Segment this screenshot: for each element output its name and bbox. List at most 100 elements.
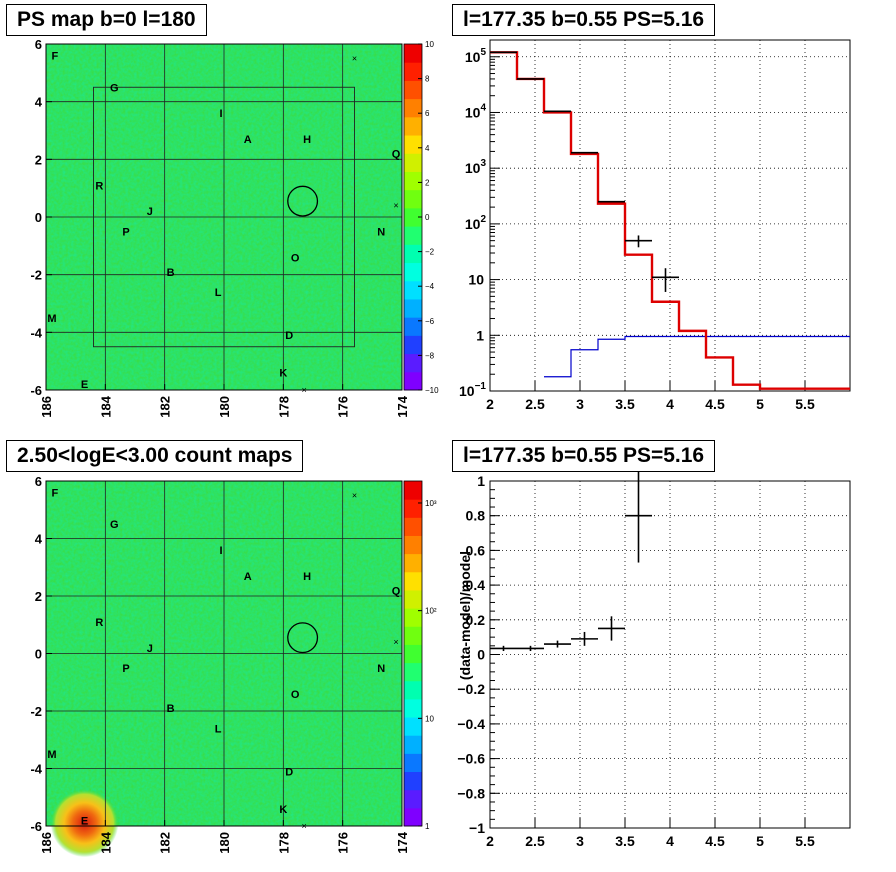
x-tick-label: 184 xyxy=(98,395,113,417)
y-tick-label: -2 xyxy=(30,704,42,719)
colorbar-tick-label: 0 xyxy=(425,213,430,222)
y-tick-label: 4 xyxy=(35,95,43,110)
x-tick-label: 176 xyxy=(336,396,351,418)
colorbar-tick-label: −10 xyxy=(425,386,439,395)
x-tick-label: 178 xyxy=(276,396,291,418)
source-label-J: J xyxy=(147,206,153,218)
source-label-Q: Q xyxy=(392,149,401,161)
y-tick-label: -2 xyxy=(30,268,42,283)
colorbar-segment xyxy=(404,207,422,227)
source-label-D: D xyxy=(285,766,293,778)
x-tick-label: 182 xyxy=(158,832,173,854)
colorbar-tick-label: 4 xyxy=(425,144,430,153)
source-label-Q: Q xyxy=(392,585,401,597)
x-tick-label: 2 xyxy=(486,396,494,412)
y-tick-label: −0.2 xyxy=(457,681,485,697)
x-tick-label: 5.5 xyxy=(795,833,815,849)
source-label-I: I xyxy=(220,545,223,557)
source-label-A: A xyxy=(244,571,252,583)
source-label-N: N xyxy=(377,663,385,675)
x-tick-label: 5 xyxy=(756,396,764,412)
colorbar-tick-label: 10 xyxy=(425,714,434,723)
source-label-L: L xyxy=(215,287,222,299)
colorbar-segment xyxy=(404,280,422,300)
y-tick-label: -4 xyxy=(30,325,42,340)
x-tick-label: 3 xyxy=(576,396,584,412)
colorbar-frame xyxy=(403,480,423,827)
colorbar-segment xyxy=(404,517,422,536)
x-tick-label: 4 xyxy=(666,833,674,849)
colorbar-tick-label: 8 xyxy=(425,75,430,84)
source-label-G: G xyxy=(110,82,119,94)
colorbar-segment xyxy=(404,644,422,664)
y-tick-label: 6 xyxy=(35,37,42,52)
source-label-N: N xyxy=(377,226,385,238)
x-tick-label: 180 xyxy=(217,832,232,854)
background-model-step xyxy=(544,335,850,378)
colorbar-segment xyxy=(404,608,422,627)
source-label-E: E xyxy=(81,815,88,827)
source-label-F: F xyxy=(52,51,59,63)
x-tick-label: 3 xyxy=(576,833,584,849)
colorbar-segment xyxy=(404,135,422,154)
source-label-M: M xyxy=(47,749,56,761)
total-model-step xyxy=(490,51,850,390)
colorbar-tick-label: −6 xyxy=(425,317,435,326)
y-tick-label: 102 xyxy=(465,214,487,232)
source-label-L: L xyxy=(215,723,222,735)
colorbar-segment xyxy=(404,735,422,754)
source-label-F: F xyxy=(52,488,59,500)
y-tick-label: 0 xyxy=(477,647,485,663)
source-label-H: H xyxy=(303,134,311,146)
colorbar-segment xyxy=(404,499,422,518)
colorbar-tick-label: −2 xyxy=(425,248,435,257)
y-tick-label: -6 xyxy=(30,819,42,834)
colorbar-segment xyxy=(404,171,422,191)
x-tick-label: 186 xyxy=(39,396,54,418)
source-label-J: J xyxy=(147,643,153,655)
roi-box xyxy=(93,86,355,348)
colorbar-segment xyxy=(404,353,422,373)
candidate-circle xyxy=(287,622,319,654)
cross-mark: × xyxy=(393,200,398,210)
source-label-B: B xyxy=(167,703,175,715)
y-tick-label: 10 xyxy=(468,272,484,288)
colorbar-segment xyxy=(404,317,422,336)
y-tick-label: 4 xyxy=(35,532,43,547)
source-label-R: R xyxy=(95,617,103,629)
colorbar-segment xyxy=(404,481,422,500)
y-tick-label: −0.6 xyxy=(457,751,485,767)
colorbar-segment xyxy=(404,335,422,355)
y-tick-label: 1 xyxy=(476,327,484,343)
y-tick-label: −0.4 xyxy=(457,716,485,732)
colorbar-segment xyxy=(404,116,422,136)
source-label-G: G xyxy=(110,519,119,531)
colorbar-segment xyxy=(404,262,422,282)
y-tick-label: −0.8 xyxy=(457,785,485,801)
x-tick-label: 178 xyxy=(276,832,291,854)
colorbar-tick-label: 6 xyxy=(425,109,430,118)
colorbar-segment xyxy=(404,680,422,700)
source-label-D: D xyxy=(285,330,293,342)
x-tick-label: 4.5 xyxy=(705,833,725,849)
colorbar-segment xyxy=(404,226,422,245)
colorbar-tick-label: −4 xyxy=(425,282,435,291)
colorbar-segment xyxy=(404,698,422,718)
spectrum-panel: 10−1 1 10 102 103 104 105 2 2.5 3 3.5 4 4.5 5 5.5 xyxy=(459,39,851,412)
colorbar-segment xyxy=(404,789,422,809)
spectrum-title: l=177.35 b=0.55 PS=5.16 xyxy=(452,4,716,36)
source-label-R: R xyxy=(95,180,103,192)
x-tick-label: 3.5 xyxy=(615,396,635,412)
colorbar-tick-label: 10² xyxy=(425,607,437,616)
source-label-M: M xyxy=(47,313,56,325)
cross-mark: × xyxy=(393,637,398,647)
cross-mark: × xyxy=(301,821,306,831)
x-tick-label: 5.5 xyxy=(795,396,815,412)
y-tick-label: 104 xyxy=(465,102,487,120)
colorbar-tick-label: 10 xyxy=(425,40,434,49)
colorbar-tick-label: 10³ xyxy=(425,499,437,508)
source-label-P: P xyxy=(122,663,129,675)
y-tick-label: 1 xyxy=(477,473,485,489)
source-label-B: B xyxy=(167,267,175,279)
